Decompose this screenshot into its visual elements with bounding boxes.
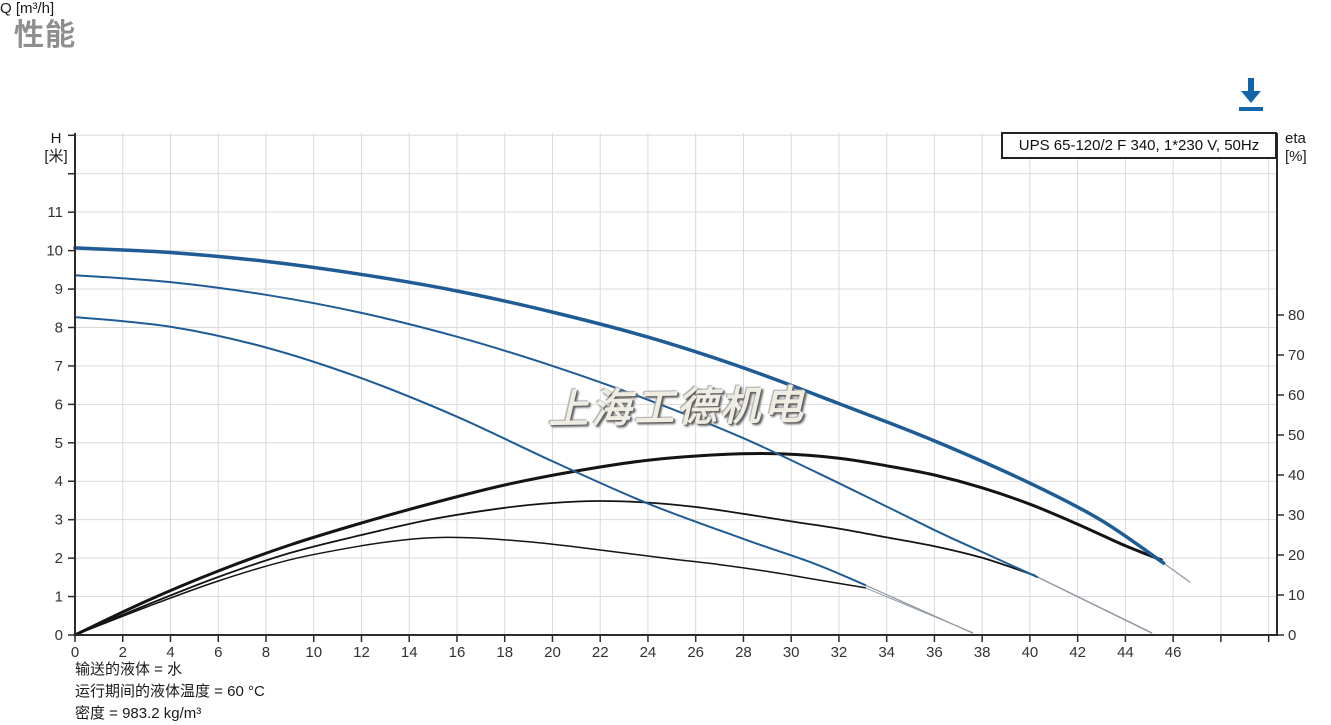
h-tick-label: 9 <box>55 281 63 298</box>
footnote-pumped-liquid: 输送的液体 = 水 <box>75 661 183 678</box>
curve-eta-speed-2 <box>74 500 1036 636</box>
right-axis-title-unit: [%] <box>1285 148 1307 165</box>
h-tick-label: 11 <box>47 204 63 221</box>
x-tick-label: 14 <box>401 644 418 661</box>
h-tick-label: 2 <box>55 550 63 567</box>
watermark-text: 上海工德机电 <box>547 383 807 433</box>
curve-eta-speed-3 <box>73 452 1163 637</box>
h-tick-label: 3 <box>55 512 63 529</box>
right-axis-title: eta [%] <box>1285 130 1329 166</box>
curve-hq-speed-2 <box>74 274 1039 578</box>
curve-eta-speed-2-runout <box>1034 574 1153 634</box>
h-tick-label: 6 <box>55 396 63 413</box>
x-tick-label: 12 <box>353 644 370 661</box>
x-tick-label: 30 <box>783 644 800 661</box>
x-tick-label: 32 <box>831 644 848 661</box>
curve-hq-speed-3-runout <box>1163 562 1191 583</box>
x-tick-label: 34 <box>878 644 895 661</box>
x-tick-label: 38 <box>974 644 991 661</box>
x-tick-label: 16 <box>449 644 466 661</box>
x-tick-label: 46 <box>1165 644 1182 661</box>
x-axis-title: Q [m³/h] <box>0 0 55 17</box>
footnote-liquid-temperature: 运行期间的液体温度 = 60 °C <box>75 683 265 700</box>
x-tick-label: 2 <box>119 644 127 661</box>
x-tick-label: 18 <box>496 644 513 661</box>
h-tick-label: 1 <box>55 589 63 606</box>
x-tick-label: 6 <box>214 644 222 661</box>
curve-eta-speed-1-runout <box>864 587 974 634</box>
curve-eta-speed-1 <box>74 536 866 636</box>
x-tick-label: 42 <box>1069 644 1086 661</box>
x-tick-label: 10 <box>305 644 322 661</box>
curve-hq-speed-3 <box>73 246 1166 565</box>
x-tick-label: 40 <box>1022 644 1039 661</box>
eta-tick-label: 20 <box>1288 547 1305 564</box>
x-tick-label: 0 <box>71 644 79 661</box>
eta-tick-label: 30 <box>1288 507 1305 524</box>
x-tick-label: 24 <box>640 644 657 661</box>
x-tick-label: 4 <box>166 644 174 661</box>
left-axis-title: H [米] <box>36 130 76 166</box>
h-tick-label: 8 <box>55 319 63 336</box>
h-tick-label: 5 <box>55 435 63 452</box>
eta-tick-label: 60 <box>1288 387 1305 404</box>
eta-tick-label: 80 <box>1288 307 1305 324</box>
curve-hq-speed-1 <box>74 316 867 587</box>
x-tick-label: 22 <box>592 644 609 661</box>
pump-model-label: UPS 65-120/2 F 340, 1*230 V, 50Hz <box>1001 132 1277 159</box>
eta-tick-label: 50 <box>1288 427 1305 444</box>
eta-tick-label: 0 <box>1288 627 1296 644</box>
x-tick-label: 20 <box>544 644 561 661</box>
page-title: 性能 <box>14 19 76 52</box>
h-tick-label: 7 <box>55 358 63 375</box>
h-tick-label: 4 <box>55 473 63 490</box>
download-icon <box>1239 78 1263 111</box>
x-tick-label: 44 <box>1117 644 1134 661</box>
footnote-density: 密度 = 983.2 kg/m³ <box>75 705 202 722</box>
left-axis-title-unit: [米] <box>44 148 68 165</box>
download-button[interactable] <box>1234 74 1268 116</box>
x-tick-label: 8 <box>262 644 270 661</box>
chart-footnotes: 输送的液体 = 水 运行期间的液体温度 = 60 °C 密度 = 983.2 k… <box>75 659 265 725</box>
eta-tick-label: 40 <box>1288 467 1305 484</box>
eta-tick-label: 10 <box>1288 587 1305 604</box>
x-tick-label: 36 <box>926 644 943 661</box>
h-tick-label: 0 <box>55 627 63 644</box>
left-axis-title-symbol: H <box>50 130 62 147</box>
right-axis-title-symbol: eta <box>1285 130 1306 147</box>
x-tick-label: 26 <box>687 644 704 661</box>
h-tick-label: 10 <box>46 243 63 260</box>
x-tick-label: 28 <box>735 644 752 661</box>
eta-tick-label: 70 <box>1288 347 1305 364</box>
